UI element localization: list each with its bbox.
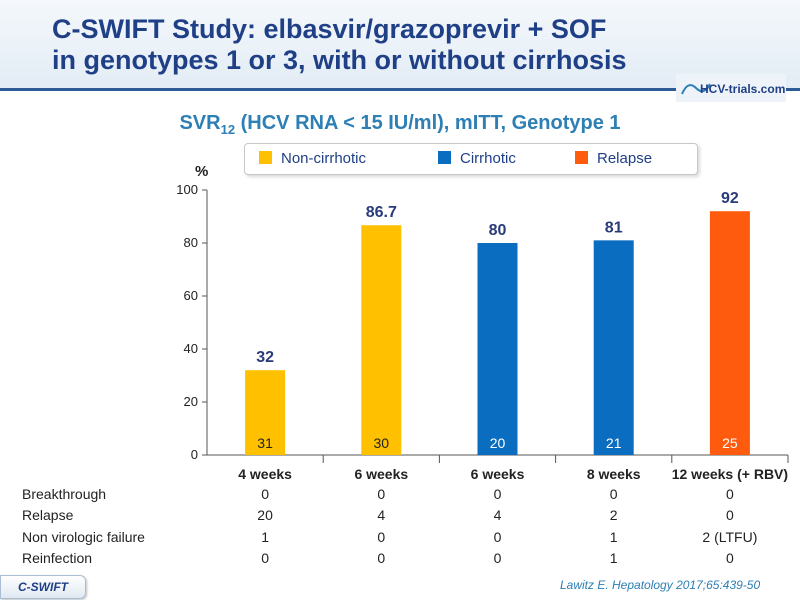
table-cell: 1 bbox=[261, 529, 269, 545]
bar-value-label: 81 bbox=[605, 219, 623, 236]
table-cell: 0 bbox=[493, 550, 502, 566]
study-tag: C-SWIFT bbox=[0, 575, 86, 599]
y-tick-label: 40 bbox=[184, 341, 198, 356]
slide-title-line1: C-SWIFT Study: elbasvir/grazoprevir + SO… bbox=[52, 14, 607, 44]
table-cell: 0 bbox=[377, 529, 386, 545]
bar-value-label: 92 bbox=[721, 190, 739, 207]
table-row-label: Breakthrough bbox=[22, 486, 107, 502]
x-category-label: 6 weeks bbox=[354, 466, 409, 482]
y-axis-label: % bbox=[195, 163, 209, 180]
table-cell: 0 bbox=[261, 486, 269, 502]
bar-value-label: 86.7 bbox=[366, 204, 397, 221]
legend-item-non-cirrhotic: Non-cirrhotic bbox=[259, 150, 366, 167]
bar-4 bbox=[593, 240, 634, 455]
x-category-label: 8 weeks bbox=[586, 466, 641, 482]
y-tick-label: 100 bbox=[176, 182, 198, 197]
chart-subtitle: SVR12 (HCV RNA < 15 IU/ml), mITT, Genoty… bbox=[0, 112, 800, 137]
table-cell: 0 bbox=[261, 550, 269, 566]
table-cell: 0 bbox=[377, 486, 386, 502]
table-row-label: Non virologic failure bbox=[22, 529, 145, 545]
bar-n-label: 20 bbox=[490, 435, 506, 451]
logo-text: HCV-trials.com bbox=[700, 82, 785, 96]
bar-2 bbox=[361, 225, 402, 455]
bar-n-label: 25 bbox=[722, 435, 738, 451]
hcv-trials-logo: HCV-trials.com bbox=[676, 74, 786, 102]
bar-5 bbox=[709, 211, 750, 455]
legend-label-cirrhotic: Cirrhotic bbox=[460, 150, 516, 167]
table-cell: 0 bbox=[609, 486, 618, 502]
bar-n-label: 21 bbox=[606, 435, 622, 451]
table-cell: 4 bbox=[493, 507, 502, 523]
table-cell: 0 bbox=[493, 529, 502, 545]
slide-title-line2: in genotypes 1 or 3, with or without cir… bbox=[52, 45, 627, 75]
x-category-label: 6 weeks bbox=[470, 466, 525, 482]
bar-n-label: 31 bbox=[257, 435, 273, 451]
table-cell: 4 bbox=[377, 507, 386, 523]
legend-label-relapse: Relapse bbox=[597, 150, 653, 167]
bar-value-label: 80 bbox=[489, 222, 507, 239]
table-cell: 2 (LTFU) bbox=[702, 529, 758, 545]
legend-swatch-non-cirrhotic bbox=[259, 151, 272, 164]
y-tick-label: 60 bbox=[184, 288, 198, 303]
table-cell: 20 bbox=[257, 507, 273, 523]
table-row-label: Reinfection bbox=[22, 550, 93, 566]
legend-label-non-cirrhotic: Non-cirrhotic bbox=[281, 150, 367, 167]
bar-n-label: 30 bbox=[374, 435, 390, 451]
legend-swatch-relapse bbox=[575, 151, 588, 164]
legend-item-relapse: Relapse bbox=[575, 150, 652, 167]
x-category-label: 4 weeks bbox=[238, 466, 292, 482]
citation: Lawitz E. Hepatology 2017;65:439-50 bbox=[560, 578, 761, 592]
chart-legend: Non-cirrhotic Cirrhotic Relapse bbox=[244, 143, 698, 175]
table-cell: 0 bbox=[725, 507, 734, 523]
study-tag-label: C-SWIFT bbox=[18, 580, 68, 594]
bar-value-label: 32 bbox=[256, 349, 274, 366]
table-cell: 2 bbox=[609, 507, 618, 523]
y-tick-label: 20 bbox=[184, 394, 198, 409]
table-cell: 0 bbox=[377, 550, 386, 566]
table-cell: 1 bbox=[609, 550, 618, 566]
table-row-label: Relapse bbox=[22, 507, 74, 523]
title-bar bbox=[0, 0, 800, 91]
legend-swatch-cirrhotic bbox=[438, 151, 451, 164]
table-cell: 0 bbox=[725, 550, 734, 566]
subtitle-main: SVR bbox=[179, 112, 221, 134]
y-tick-label: 80 bbox=[184, 235, 198, 250]
table-cell: 1 bbox=[609, 529, 618, 545]
bar-3 bbox=[477, 243, 518, 455]
x-category-label: 12 weeks (+ RBV) bbox=[671, 466, 789, 482]
subtitle-rest: (HCV RNA < 15 IU/ml), mITT, Genotype 1 bbox=[235, 112, 621, 134]
table-cell: 0 bbox=[725, 486, 734, 502]
table-cell: 0 bbox=[493, 486, 502, 502]
bar-1 bbox=[245, 370, 286, 455]
subtitle-subscript: 12 bbox=[220, 122, 236, 137]
y-tick-label: 0 bbox=[191, 447, 198, 462]
legend-item-cirrhotic: Cirrhotic bbox=[438, 150, 516, 167]
